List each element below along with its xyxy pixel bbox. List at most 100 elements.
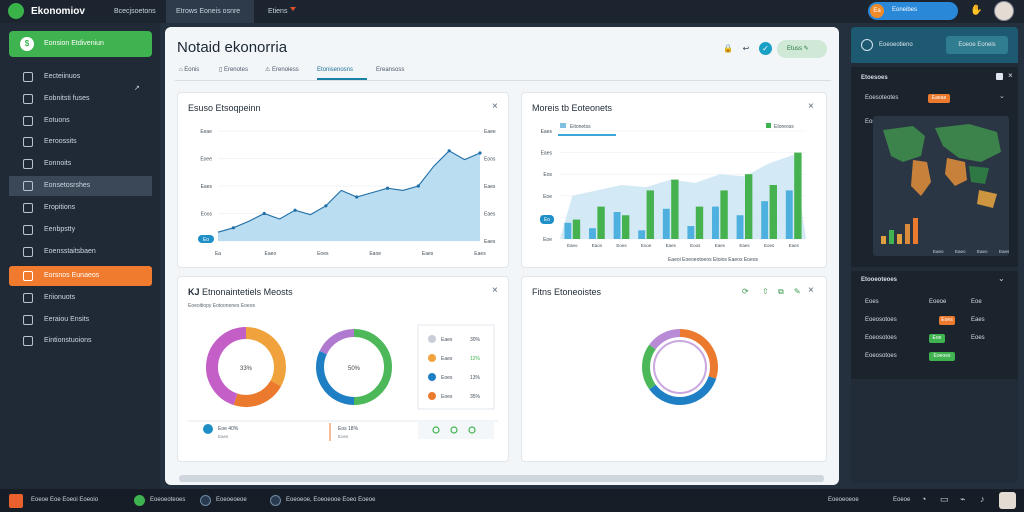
donut-subtitle: Eoeoitiopy Eotoonenes Eoeos	[188, 303, 255, 309]
menu-item-1[interactable]: Bcecjsoetons	[114, 8, 156, 15]
tab-5[interactable]: Ereansoss	[376, 67, 405, 73]
app-logo-icon	[8, 3, 24, 19]
box-icon	[23, 315, 33, 325]
chevron-down-icon[interactable]: ⌄	[998, 274, 1005, 283]
user-icon[interactable]	[999, 492, 1016, 509]
map-region	[977, 190, 997, 208]
chevron-down-icon[interactable]	[290, 7, 296, 11]
stats-row[interactable]: Eoes Eoeoe Eoe	[851, 297, 1018, 311]
sidebar-item-6[interactable]: Eonsetosrshes	[9, 176, 152, 196]
expand-icon[interactable]: ↗	[134, 85, 140, 92]
lock-icon[interactable]: 🔒	[723, 44, 733, 53]
sound-icon[interactable]: ♪	[980, 494, 985, 504]
bottom-bar: Eoeoe Eoe Eoeoi Eoeoio Eoeoeoteoes Eoeoe…	[0, 489, 1024, 512]
map-bar	[905, 224, 910, 244]
bottom-item-4[interactable]: Eoeoeoe, Eoeoeooe Eoeo Eoeoe	[286, 497, 376, 503]
bell-icon[interactable]: ◔	[921, 494, 927, 504]
sidebar-item-13[interactable]: Eintionstuoions	[9, 331, 152, 351]
bar	[736, 215, 744, 239]
sidebar-item-1[interactable]: Eecteiinuos	[9, 67, 152, 87]
close-icon[interactable]: ×	[808, 285, 814, 296]
bottom-right-item-2[interactable]: Eoeoe	[893, 497, 911, 503]
chevron-down-icon[interactable]: ⌄	[999, 93, 1005, 100]
tab-4[interactable]: Etonisenosns	[317, 62, 367, 80]
close-icon[interactable]: ×	[492, 101, 498, 112]
legend-label: Eaes	[441, 337, 453, 343]
donut-slice	[679, 329, 718, 379]
bottom-right-item-1[interactable]: Eoeoeoeoe	[828, 497, 859, 503]
footer-action-icon[interactable]	[468, 426, 476, 434]
sidebar-item-3[interactable]: Eotuons	[9, 111, 152, 131]
area-fill	[218, 150, 480, 241]
wifi-icon[interactable]: ⌁	[960, 494, 966, 504]
line-chart-title: Esuso Etsoqpeinn	[188, 103, 261, 113]
user-pill[interactable]: Ea Eoneibes	[868, 2, 958, 20]
bottom-item-2[interactable]: Eoeoeoteoes	[150, 497, 186, 503]
footer-action-icon[interactable]	[450, 426, 458, 434]
sidebar-item-label: Eintionstuoions	[44, 337, 92, 344]
edit-icon[interactable]: ✎	[794, 287, 801, 296]
x-tick-label: Eoes	[764, 243, 775, 248]
donut-slice	[245, 327, 286, 387]
menu-item-3[interactable]: Etiens	[268, 8, 288, 15]
x-tick-label: Eaeo	[265, 251, 277, 257]
sidebar-item-7[interactable]: Eropitions	[9, 198, 152, 218]
stats-row-value-2: Eoes	[971, 335, 985, 341]
stats-row-label: Eoes	[865, 299, 879, 305]
sidebar-primary-label: Eonsion Etdiveniun	[44, 40, 104, 47]
close-icon[interactable]: ×	[808, 101, 814, 112]
chip[interactable]	[198, 235, 214, 243]
app-icon[interactable]	[9, 494, 23, 508]
stats-row[interactable]: Eoeosotoes Eoe Eoes	[851, 333, 1018, 347]
footer-action-box	[418, 421, 494, 439]
close-icon[interactable]: ×	[492, 285, 498, 296]
legend-value: 12%	[470, 356, 481, 362]
close-icon[interactable]: ×	[1008, 71, 1013, 80]
stats-row[interactable]: Eoeosotoes Eoes Eaes	[851, 315, 1018, 329]
legend-swatch	[766, 123, 771, 128]
copy-icon[interactable]: ⧉	[778, 287, 784, 296]
chip[interactable]	[540, 215, 554, 224]
sidebar-item-label: Eobnitsti fuses	[44, 95, 90, 102]
sidebar-item-2[interactable]: Eobnitsti fuses	[9, 89, 152, 109]
bottom-item-3[interactable]: Eoeoeoeoe	[216, 497, 247, 503]
stats-row[interactable]: Eoeosotoes Eoeoes	[851, 351, 1018, 365]
bottom-item-1[interactable]: Eoeoe Eoe Eoeoi Eoeoio	[31, 497, 99, 503]
window-icon[interactable]	[996, 73, 1003, 80]
tabs-divider	[175, 80, 831, 81]
y-tick-label: Eos	[543, 172, 552, 178]
tab-2[interactable]: ▯ Erenotes	[219, 67, 248, 73]
y-tick-label-right: Eaes	[484, 212, 496, 218]
map-region	[945, 158, 967, 186]
horizontal-scrollbar[interactable]	[179, 475, 824, 482]
footer-action-icon[interactable]	[432, 426, 440, 434]
bar	[613, 212, 621, 239]
tab-3[interactable]: ⚠ Erenoiess	[265, 67, 299, 73]
sidebar-item-8[interactable]: Eenbpstty	[9, 220, 152, 240]
check-icon[interactable]: ✓	[759, 42, 772, 55]
right-panel-button[interactable]: Eoeoe Eoneis	[946, 36, 1008, 54]
avatar[interactable]	[994, 1, 1014, 21]
share-icon[interactable]: ⇧	[762, 287, 769, 296]
sidebar-item-4[interactable]: Eeroossits	[9, 132, 152, 152]
link-icon[interactable]: ↩	[742, 44, 750, 53]
tab-1[interactable]: ⌂ Eonis	[179, 67, 200, 73]
footer-icon	[203, 424, 213, 434]
sidebar-item-11[interactable]: Eriionuots	[9, 288, 152, 308]
sidebar-item-10[interactable]: Eorsnos Eunaeos	[9, 266, 152, 286]
sidebar-item-9[interactable]: Eoensstaitsbaen	[9, 242, 152, 262]
sidebar-item-5[interactable]: Eonnoits	[9, 154, 152, 174]
sidebar-item-12[interactable]: Eeraiou Ensits	[9, 310, 152, 330]
sidebar-item-label: Eriionuots	[44, 294, 76, 301]
menu-item-2[interactable]: Etrows Eoneis osnre	[166, 0, 254, 23]
hand-icon[interactable]: ✋	[970, 5, 983, 16]
refresh-icon[interactable]: ⟳	[742, 287, 749, 296]
sidebar-primary-button[interactable]: $ Eonsion Etdiveniun	[9, 31, 152, 57]
y-tick-label: Eaes	[201, 184, 213, 190]
background-area	[560, 154, 806, 239]
battery-icon[interactable]: ▭	[940, 494, 949, 504]
clock-icon	[23, 137, 33, 147]
pie-chart-title: Fitns Etoneoistes	[532, 287, 602, 297]
action-button[interactable]: Etuss ✎	[777, 40, 827, 58]
sidebar: $ Eonsion Etdiveniun Eecteiinuos Eobnitst…	[0, 23, 160, 489]
